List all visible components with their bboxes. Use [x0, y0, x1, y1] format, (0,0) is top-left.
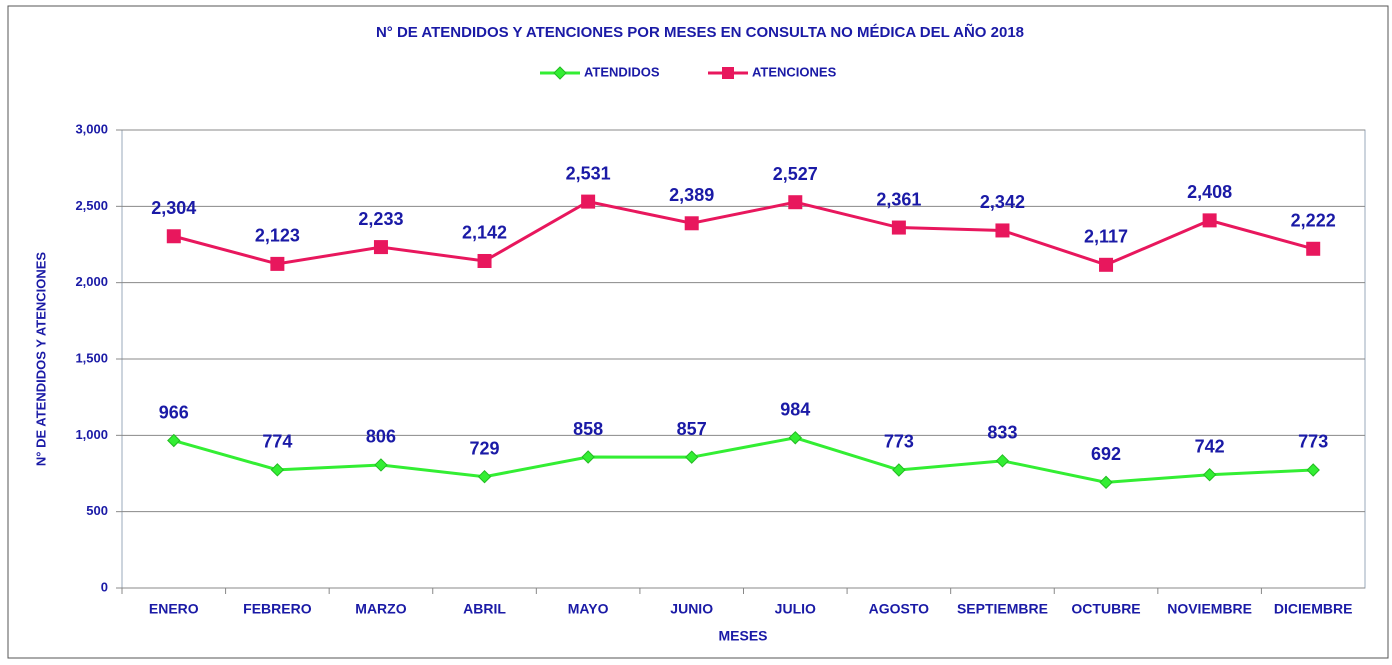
marker	[167, 229, 181, 243]
marker	[1203, 213, 1217, 227]
data-label: 2,222	[1291, 211, 1336, 231]
data-label: 742	[1195, 436, 1225, 456]
x-tick-label: ABRIL	[463, 601, 506, 617]
data-label: 729	[470, 438, 500, 458]
data-label: 2,304	[151, 198, 196, 218]
marker	[685, 216, 699, 230]
data-label: 2,233	[358, 209, 403, 229]
x-tick-label: JUNIO	[670, 601, 713, 617]
y-tick-label: 2,000	[75, 274, 108, 289]
y-tick-label: 500	[86, 503, 108, 518]
data-label: 858	[573, 419, 603, 439]
y-tick-label: 1,000	[75, 427, 108, 442]
data-label: 2,389	[669, 185, 714, 205]
x-tick-label: ENERO	[149, 601, 199, 617]
y-axis-label: N° DE ATENDIDOS Y ATENCIONES	[33, 252, 48, 467]
y-tick-label: 2,500	[75, 198, 108, 213]
data-label: 2,527	[773, 164, 818, 184]
x-tick-label: MARZO	[355, 601, 406, 617]
marker	[478, 254, 492, 268]
x-tick-label: AGOSTO	[869, 601, 930, 617]
data-label: 2,342	[980, 192, 1025, 212]
marker	[374, 240, 388, 254]
x-tick-label: MAYO	[568, 601, 609, 617]
x-tick-label: SEPTIEMBRE	[957, 601, 1048, 617]
data-label: 966	[159, 402, 189, 422]
data-label: 2,142	[462, 223, 507, 243]
data-label: 2,117	[1084, 227, 1128, 247]
legend-marker	[722, 67, 734, 79]
data-label: 984	[780, 400, 810, 420]
marker	[581, 195, 595, 209]
marker	[788, 195, 802, 209]
data-label: 2,361	[876, 189, 921, 209]
legend-label: ATENCIONES	[752, 64, 837, 79]
x-tick-label: FEBRERO	[243, 601, 312, 617]
x-axis-label: MESES	[718, 628, 767, 644]
x-tick-label: JULIO	[775, 601, 816, 617]
chart-frame	[8, 6, 1388, 658]
x-tick-label: NOVIEMBRE	[1167, 601, 1252, 617]
marker	[995, 223, 1009, 237]
data-label: 806	[366, 427, 396, 447]
data-label: 773	[1298, 432, 1328, 452]
data-label: 692	[1091, 444, 1121, 464]
marker	[1306, 242, 1320, 256]
y-tick-label: 3,000	[75, 121, 108, 136]
data-label: 833	[987, 423, 1017, 443]
x-tick-label: DICIEMBRE	[1274, 601, 1353, 617]
marker	[270, 257, 284, 271]
data-label: 2,123	[255, 226, 300, 246]
data-label: 774	[262, 432, 292, 452]
chart-title: N° DE ATENDIDOS Y ATENCIONES POR MESES E…	[376, 23, 1024, 41]
data-label: 2,531	[566, 163, 611, 183]
y-tick-label: 1,500	[75, 350, 108, 365]
data-label: 773	[884, 432, 914, 452]
x-tick-label: OCTUBRE	[1071, 601, 1140, 617]
marker	[892, 221, 906, 235]
data-label: 857	[677, 419, 707, 439]
y-tick-label: 0	[101, 579, 108, 594]
data-label: 2,408	[1187, 182, 1232, 202]
chart: N° DE ATENDIDOS Y ATENCIONES POR MESES E…	[0, 0, 1392, 660]
marker	[1099, 258, 1113, 272]
legend-label: ATENDIDOS	[584, 64, 660, 79]
